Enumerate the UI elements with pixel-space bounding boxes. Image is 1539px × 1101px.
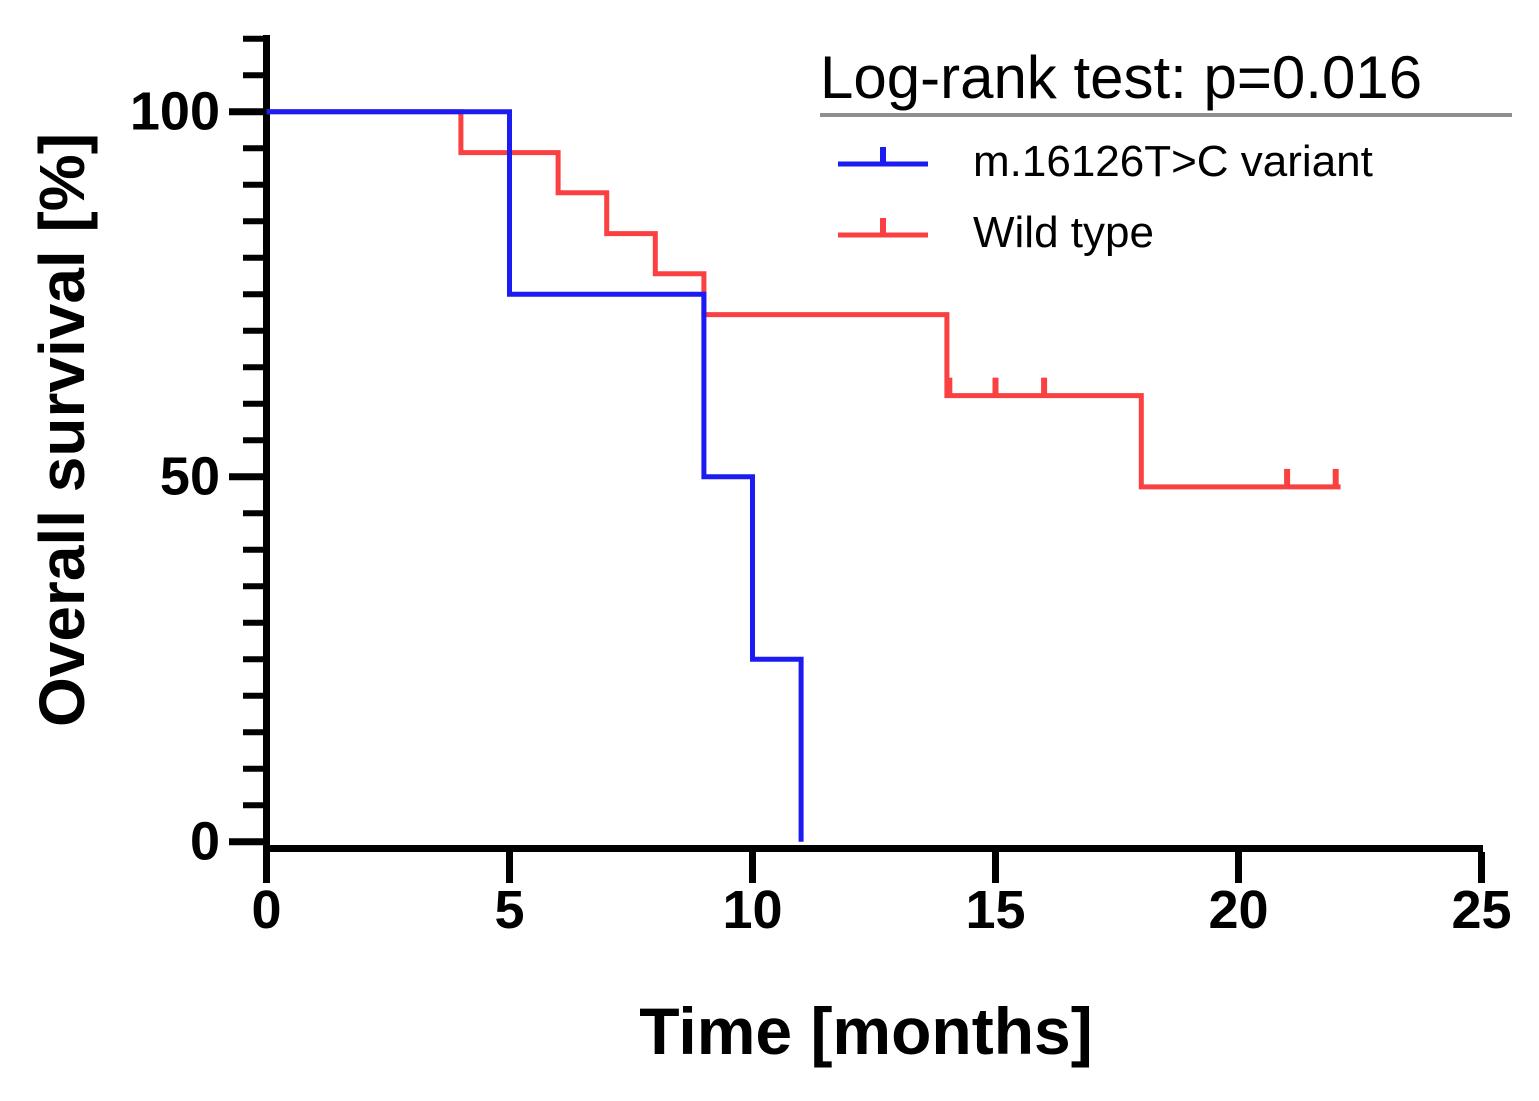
chart-title: Log-rank test: p=0.016 bbox=[820, 48, 1512, 117]
x-tick-label: 15 bbox=[965, 880, 1025, 940]
legend-line-sample-icon bbox=[838, 217, 928, 237]
legend-item: m.16126T>C variant bbox=[838, 126, 1373, 197]
x-axis-title: Time [months] bbox=[639, 994, 1093, 1068]
y-tick-label: 100 bbox=[130, 82, 220, 142]
x-tick-label: 5 bbox=[494, 880, 524, 940]
legend-label: Wild type bbox=[973, 207, 1154, 257]
x-tick-label: 0 bbox=[251, 880, 281, 940]
x-tick-label: 20 bbox=[1208, 880, 1268, 940]
legend-line-sample-icon bbox=[838, 146, 928, 166]
y-tick-label: 50 bbox=[160, 447, 220, 507]
legend-label: m.16126T>C variant bbox=[973, 136, 1373, 186]
legend-item: Wild type bbox=[838, 197, 1373, 268]
legend: m.16126T>C variant Wild type bbox=[838, 126, 1373, 268]
survival-curve-m-16126t-c-variant bbox=[266, 109, 804, 842]
x-tick-label: 10 bbox=[722, 880, 782, 940]
x-tick-label: 25 bbox=[1451, 880, 1511, 940]
y-tick-label: 0 bbox=[190, 812, 220, 872]
y-axis-title: Overall survival [%] bbox=[26, 132, 98, 728]
